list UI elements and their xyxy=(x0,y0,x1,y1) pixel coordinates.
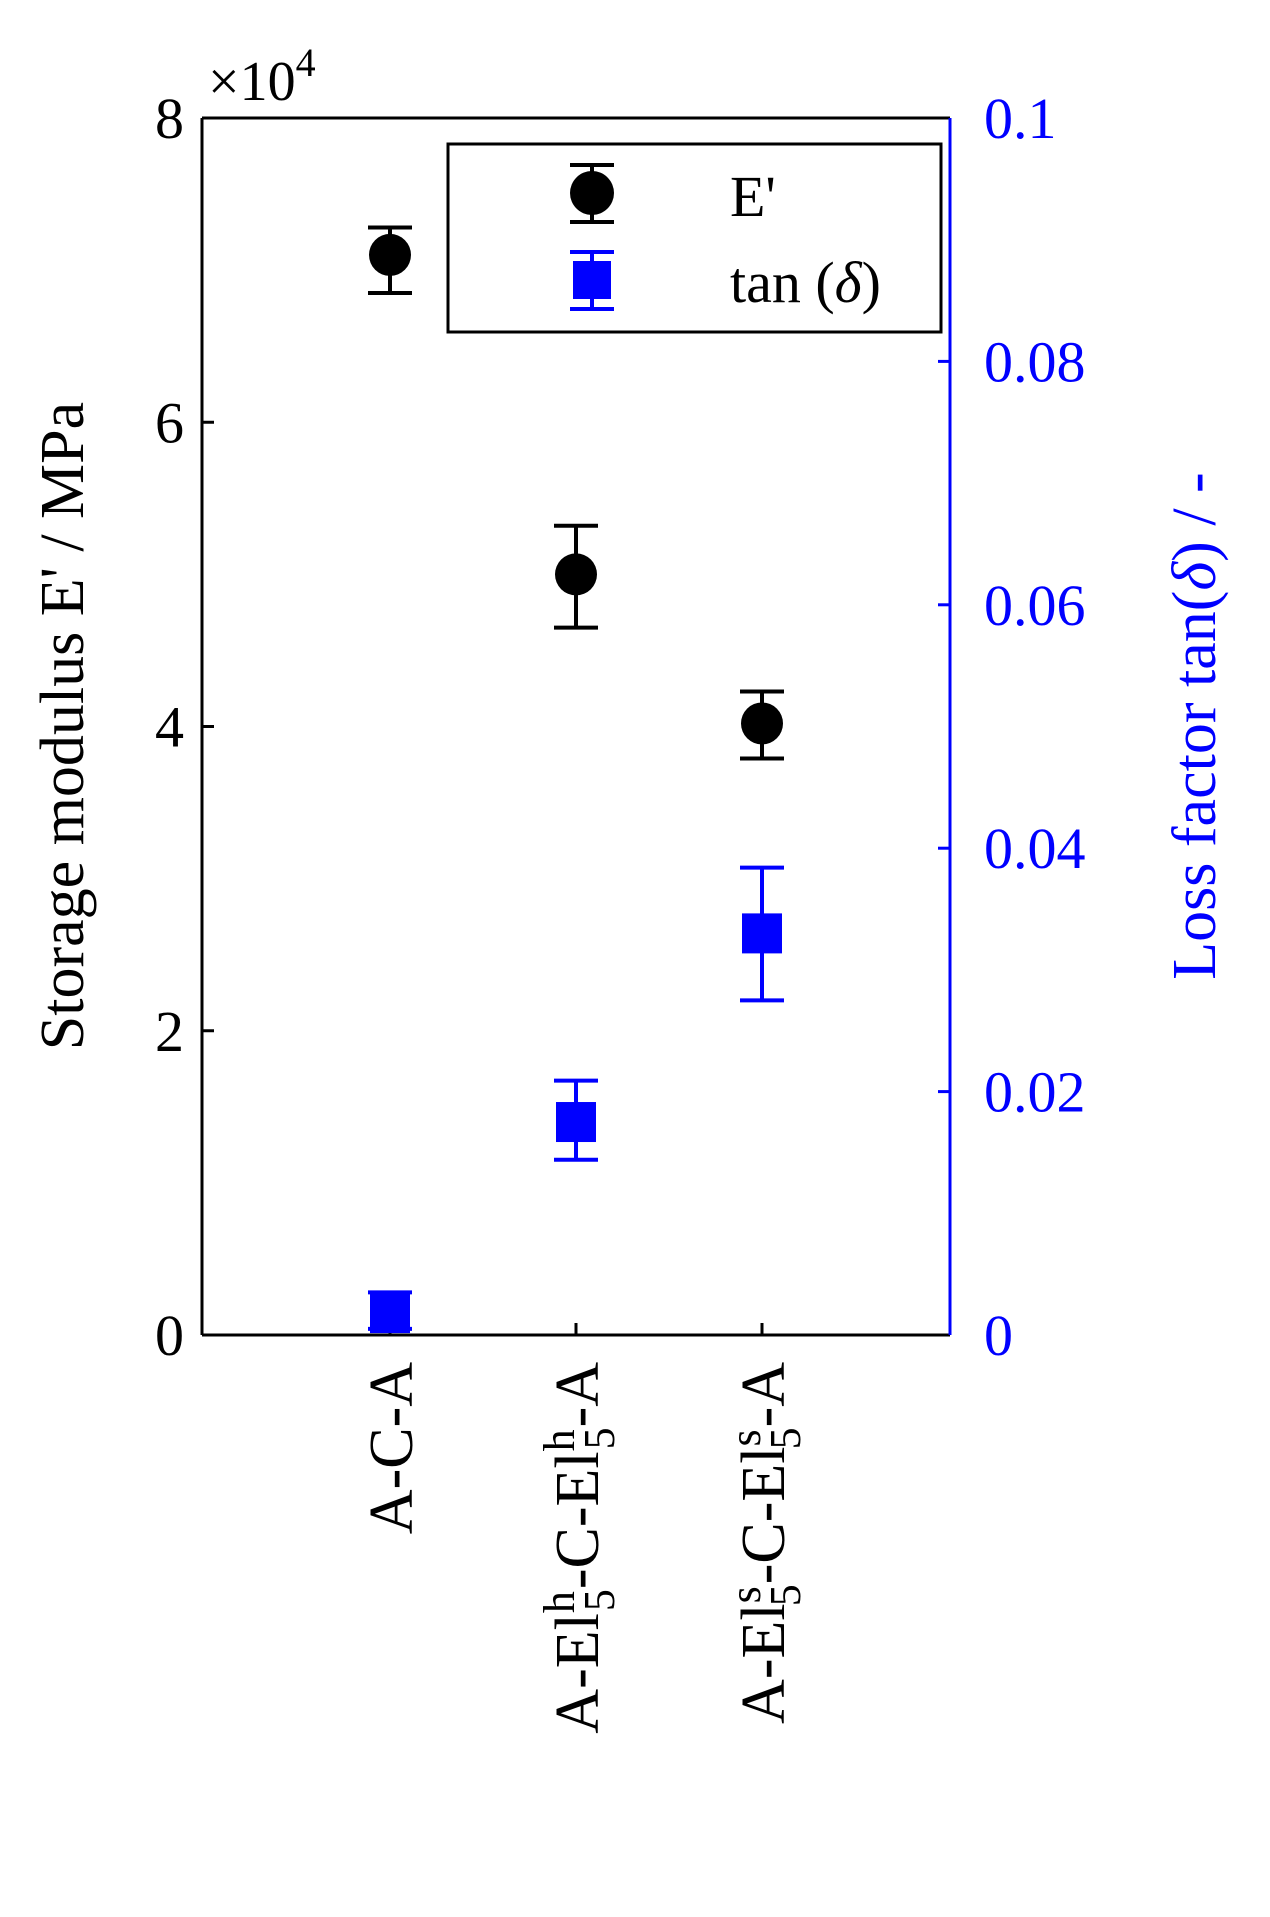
data-point-circle xyxy=(555,553,597,596)
multiplier-exponent: 4 xyxy=(296,40,316,85)
data-point-square xyxy=(556,1102,596,1143)
category-label-part: 5 xyxy=(761,1584,810,1606)
left-axis-multiplier: ×104 xyxy=(208,40,316,113)
data-point-square xyxy=(370,1293,410,1334)
legend-label-tan-prefix: tan ( xyxy=(730,250,835,315)
category-label: A-Elh5-C-Elh5-A xyxy=(535,1362,624,1734)
left-tick-label: 8 xyxy=(155,86,184,151)
legend-markers xyxy=(570,163,614,311)
series-loss-factor xyxy=(368,865,784,1334)
multiplier-prefix: ×10 xyxy=(208,51,296,113)
legend-label-e-text: E' xyxy=(730,164,776,229)
data-point-circle xyxy=(741,702,783,745)
category-label-part: h xyxy=(535,1591,584,1613)
category-label: A-Els5-C-Els5-A xyxy=(721,1362,810,1724)
legend-label-e: E' xyxy=(730,164,776,229)
right-axis-label-suffix: ) / - xyxy=(1161,472,1229,562)
category-labels: A-C-AA-Elh5-C-Elh5-AA-Els5-C-Els5-A xyxy=(358,1362,810,1734)
category-label-part: A-El xyxy=(544,1613,612,1734)
category-label-part: -A xyxy=(544,1362,612,1428)
right-tick-label: 0.1 xyxy=(984,86,1057,151)
left-tick-label: 4 xyxy=(155,695,184,760)
series-layer xyxy=(368,225,784,1334)
right-axis-label: Loss factor tan(δ) / - xyxy=(1161,472,1229,979)
legend-marker-circle xyxy=(570,171,614,215)
legend: E' tan (δ) xyxy=(446,142,943,334)
left-axis-ticks: 0 2 4 6 8 xyxy=(155,86,214,1368)
category-label-part: -A xyxy=(730,1362,798,1428)
legend-label-tan-suffix: ) xyxy=(862,250,881,315)
right-tick-label: 0.08 xyxy=(984,329,1086,394)
category-label-part: 5 xyxy=(575,1427,624,1449)
right-tick-label: 0.02 xyxy=(984,1060,1086,1125)
data-point-circle xyxy=(369,233,411,276)
category-label-part: -C-El xyxy=(544,1451,612,1589)
legend-label-tan-symbol: δ xyxy=(835,250,863,315)
category-label-part: s xyxy=(721,1429,770,1446)
category-label-part: -C-El xyxy=(730,1447,798,1585)
right-tick-label: 0.04 xyxy=(984,816,1086,881)
category-label-part: h xyxy=(535,1429,584,1451)
legend-label-tan: tan (δ) xyxy=(730,250,881,315)
category-label-part: A-C-A xyxy=(358,1362,426,1534)
right-axis-label-symbol: δ xyxy=(1161,561,1229,591)
legend-box xyxy=(446,142,943,334)
left-tick-label: 6 xyxy=(155,390,184,455)
left-tick-label: 2 xyxy=(155,999,184,1064)
category-label-part: s xyxy=(721,1586,770,1603)
category-label-part: 5 xyxy=(761,1427,810,1449)
category-label-part: A-El xyxy=(730,1603,798,1724)
data-point-square xyxy=(742,913,782,954)
right-tick-label: 0.06 xyxy=(984,573,1086,638)
right-axis-label-prefix: Loss factor tan( xyxy=(1161,591,1229,980)
left-axis-label: Storage modulus E' / MPa xyxy=(29,402,97,1050)
category-label: A-C-A xyxy=(358,1362,426,1534)
right-axis-ticks: 0 0.02 0.04 0.06 0.08 0.1 xyxy=(938,86,1086,1368)
right-tick-label: 0 xyxy=(984,1303,1013,1368)
category-label-part: 5 xyxy=(575,1589,624,1611)
left-tick-label: 0 xyxy=(155,1303,184,1368)
legend-marker-square xyxy=(573,261,611,299)
series-storage-modulus xyxy=(368,225,784,761)
